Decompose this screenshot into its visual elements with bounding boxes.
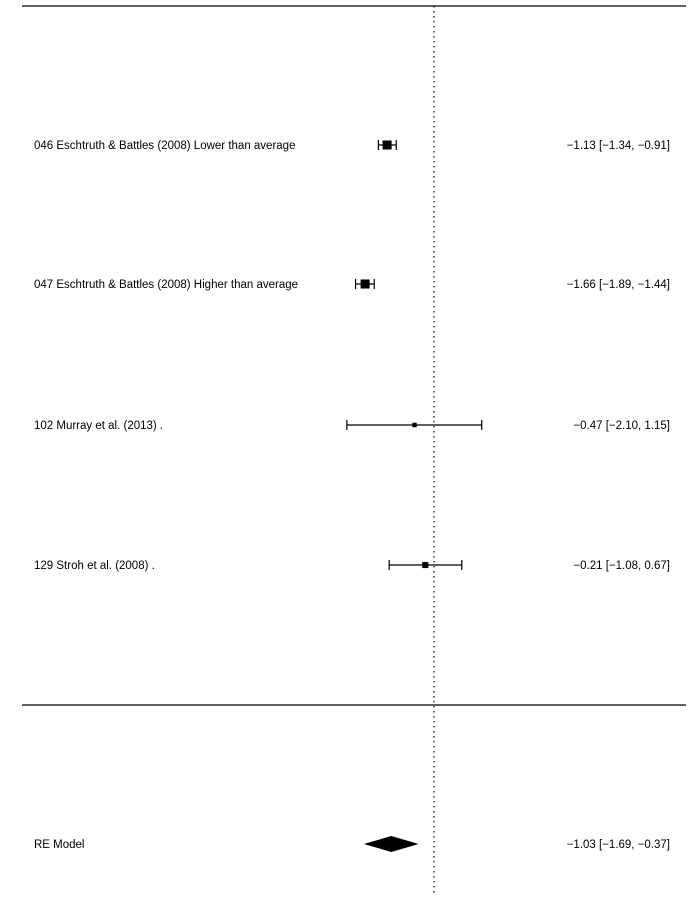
point-estimate-square [360, 279, 370, 289]
summary-effect-text: −1.03 [−1.69, −0.37] [567, 839, 670, 851]
effect-size-text: −1.66 [−1.89, −1.44] [567, 279, 670, 291]
summary-label: RE Model [34, 839, 85, 851]
study-label: 047 Eschtruth & Battles (2008) Higher th… [34, 279, 298, 291]
point-estimate-square [422, 561, 429, 569]
effect-size-text: −1.13 [−1.34, −0.91] [567, 140, 670, 152]
study-label: 046 Eschtruth & Battles (2008) Lower tha… [34, 140, 295, 152]
point-estimate-square [412, 422, 417, 428]
study-label: 102 Murray et al. (2013) . [34, 420, 163, 432]
study-label: 129 Stroh et al. (2008) . [34, 560, 155, 572]
point-estimate-square [382, 140, 392, 150]
effect-size-text: −0.21 [−1.08, 0.67] [573, 560, 670, 572]
effect-size-text: −0.47 [−2.10, 1.15] [573, 420, 670, 432]
summary-diamond [363, 836, 419, 852]
